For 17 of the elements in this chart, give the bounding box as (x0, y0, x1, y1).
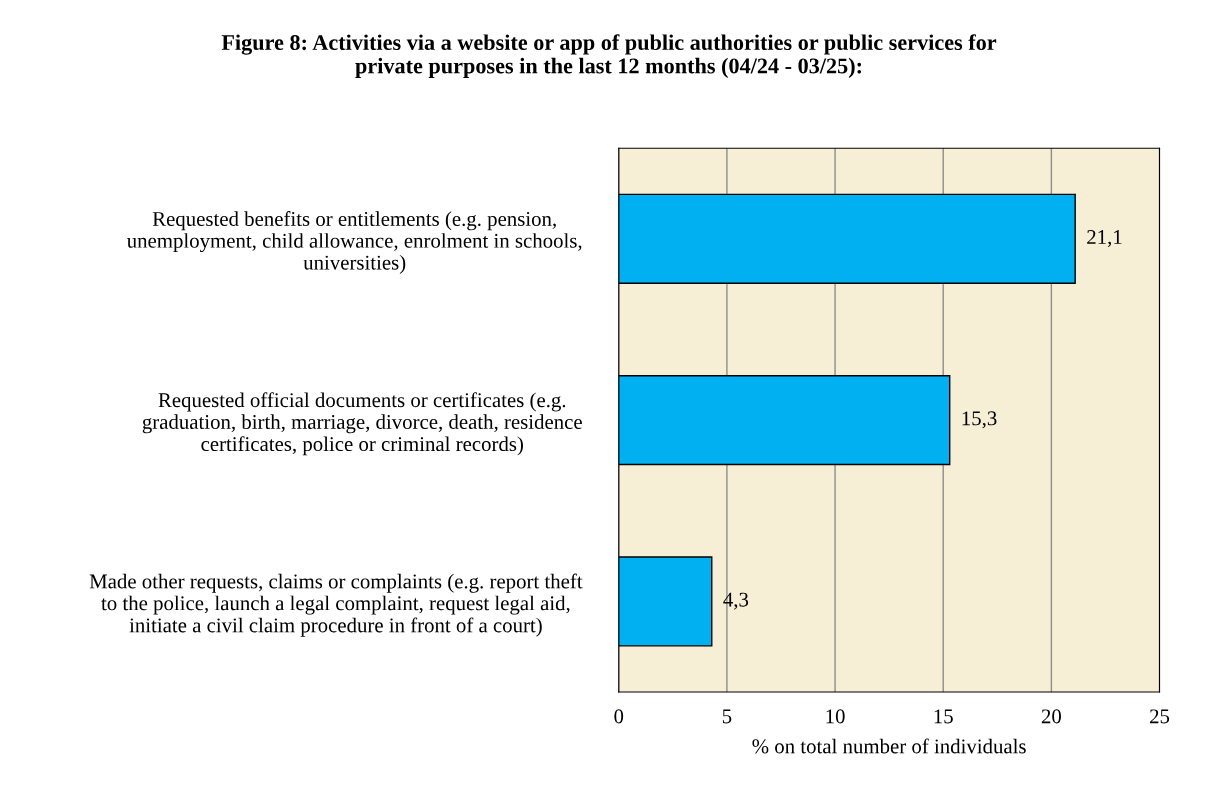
data-label: 4,3 (723, 592, 749, 610)
x-tick-label: 10 (826, 709, 845, 724)
x-axis-title: % on total number of individuals (752, 738, 1026, 754)
x-tick-label: 0 (614, 709, 624, 724)
chart-title: Figure 8: Activities via a website or app of public authorities or public services for private purposes in the last 12 months (04/24 - 03/25): (221, 34, 997, 78)
bar (618, 556, 713, 647)
data-label: 15,3 (962, 411, 997, 429)
bar (618, 193, 1076, 284)
y-tick-label: Requested benefits or entitlements (e.g. pension, unemployment, child allowance, enrolment in schools, universities) (126, 211, 582, 274)
x-tick-label: 15 (934, 709, 953, 724)
y-tick-label: Made other requests, claims or complaints (e.g. report theft to the police, launch a legal complaint, request legal aid, initiate a civil claim procedure in front of a court) (89, 573, 583, 637)
y-tick-label: Requested official documents or certificates (e.g. graduation, birth, marriage, divorce, death, residence certificates, police or criminal records) (142, 392, 582, 456)
data-label: 21,1 (1087, 230, 1122, 248)
bar (618, 375, 951, 466)
x-tick-label: 25 (1150, 709, 1170, 724)
x-tick-label: 5 (722, 709, 732, 724)
x-tick-label: 20 (1041, 709, 1061, 724)
